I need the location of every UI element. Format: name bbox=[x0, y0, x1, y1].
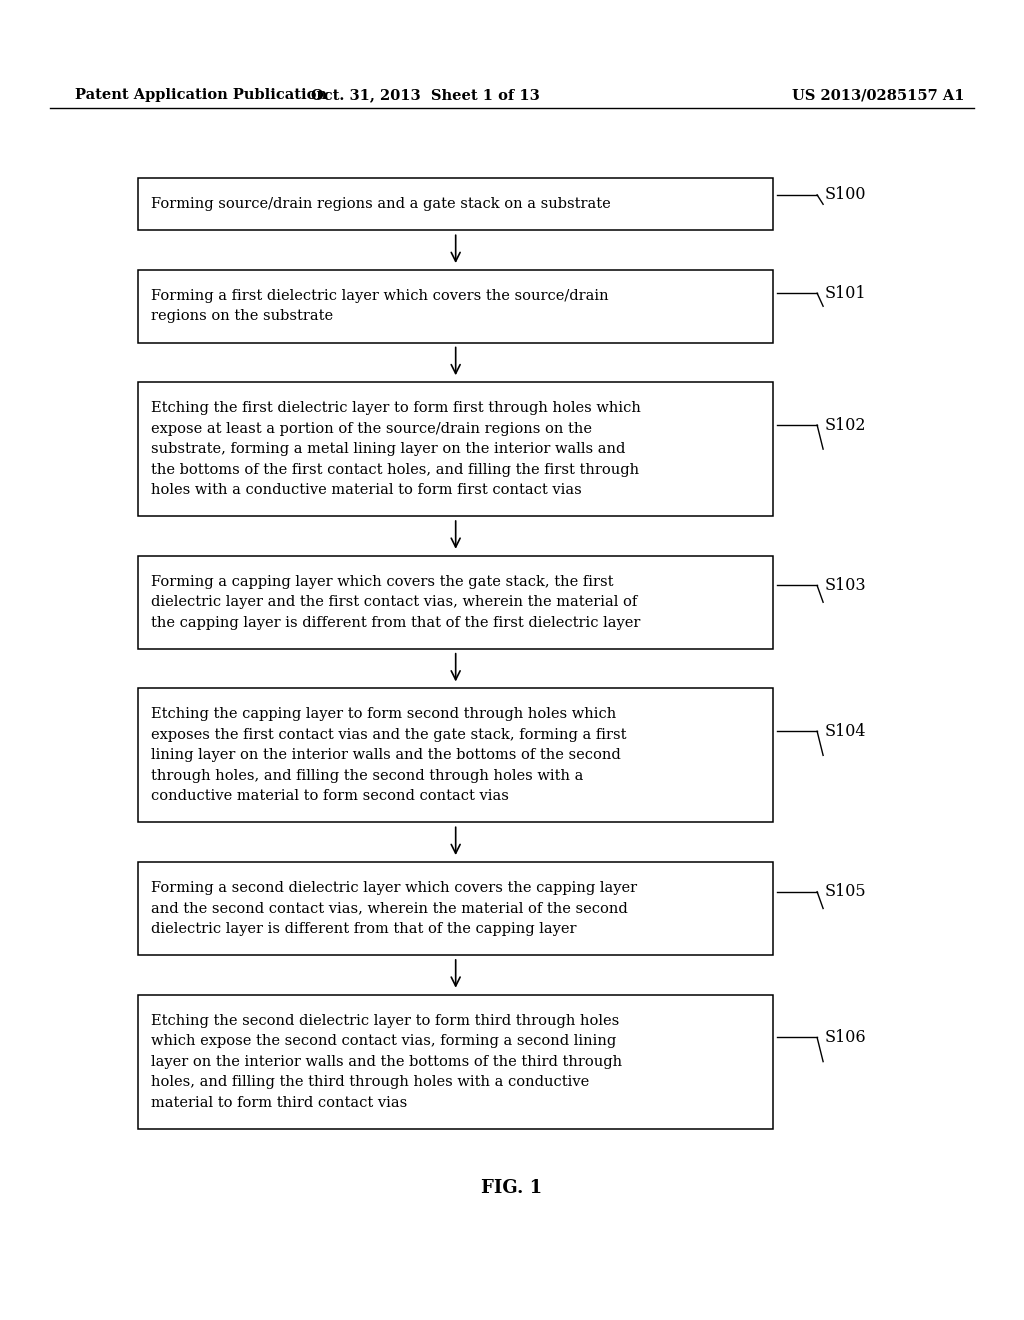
Text: dielectric layer is different from that of the capping layer: dielectric layer is different from that … bbox=[152, 921, 577, 936]
Text: expose at least a portion of the source/drain regions on the: expose at least a portion of the source/… bbox=[152, 421, 592, 436]
Bar bbox=[138, 383, 773, 516]
Text: and the second contact vias, wherein the material of the second: and the second contact vias, wherein the… bbox=[152, 902, 628, 916]
Bar bbox=[138, 271, 773, 343]
Text: S106: S106 bbox=[825, 1030, 866, 1045]
Text: dielectric layer and the first contact vias, wherein the material of: dielectric layer and the first contact v… bbox=[152, 595, 638, 610]
Bar bbox=[138, 862, 773, 956]
Text: S105: S105 bbox=[825, 883, 866, 900]
Text: S100: S100 bbox=[825, 186, 866, 203]
Text: the capping layer is different from that of the first dielectric layer: the capping layer is different from that… bbox=[152, 615, 641, 630]
Text: holes with a conductive material to form first contact vias: holes with a conductive material to form… bbox=[152, 483, 582, 498]
Text: through holes, and filling the second through holes with a: through holes, and filling the second th… bbox=[152, 768, 584, 783]
Text: conductive material to form second contact vias: conductive material to form second conta… bbox=[152, 789, 509, 804]
Text: S103: S103 bbox=[825, 577, 866, 594]
Text: regions on the substrate: regions on the substrate bbox=[152, 309, 334, 323]
Text: US 2013/0285157 A1: US 2013/0285157 A1 bbox=[793, 88, 965, 102]
Text: Forming a second dielectric layer which covers the capping layer: Forming a second dielectric layer which … bbox=[152, 880, 637, 895]
Text: substrate, forming a metal lining layer on the interior walls and: substrate, forming a metal lining layer … bbox=[152, 442, 626, 457]
Text: S101: S101 bbox=[825, 285, 866, 302]
Text: which expose the second contact vias, forming a second lining: which expose the second contact vias, fo… bbox=[152, 1034, 616, 1048]
Text: S104: S104 bbox=[825, 723, 866, 739]
Text: Forming source/drain regions and a gate stack on a substrate: Forming source/drain regions and a gate … bbox=[152, 197, 611, 211]
Text: lining layer on the interior walls and the bottoms of the second: lining layer on the interior walls and t… bbox=[152, 748, 621, 763]
Bar bbox=[138, 689, 773, 822]
Text: exposes the first contact vias and the gate stack, forming a first: exposes the first contact vias and the g… bbox=[152, 727, 627, 742]
Text: S102: S102 bbox=[825, 417, 866, 433]
Text: Patent Application Publication: Patent Application Publication bbox=[75, 88, 327, 102]
Text: layer on the interior walls and the bottoms of the third through: layer on the interior walls and the bott… bbox=[152, 1055, 623, 1069]
Text: material to form third contact vias: material to form third contact vias bbox=[152, 1096, 408, 1110]
Text: Forming a first dielectric layer which covers the source/drain: Forming a first dielectric layer which c… bbox=[152, 289, 609, 304]
Text: Oct. 31, 2013  Sheet 1 of 13: Oct. 31, 2013 Sheet 1 of 13 bbox=[310, 88, 540, 102]
Text: Etching the first dielectric layer to form first through holes which: Etching the first dielectric layer to fo… bbox=[152, 401, 641, 416]
Text: Etching the second dielectric layer to form third through holes: Etching the second dielectric layer to f… bbox=[152, 1014, 620, 1028]
Text: holes, and filling the third through holes with a conductive: holes, and filling the third through hol… bbox=[152, 1074, 590, 1089]
Text: Forming a capping layer which covers the gate stack, the first: Forming a capping layer which covers the… bbox=[152, 574, 613, 589]
Bar bbox=[138, 556, 773, 648]
Text: the bottoms of the first contact holes, and filling the first through: the bottoms of the first contact holes, … bbox=[152, 462, 639, 477]
Text: FIG. 1: FIG. 1 bbox=[481, 1179, 543, 1197]
Bar bbox=[138, 995, 773, 1129]
Text: Etching the capping layer to form second through holes which: Etching the capping layer to form second… bbox=[152, 708, 616, 722]
Bar bbox=[138, 178, 773, 231]
